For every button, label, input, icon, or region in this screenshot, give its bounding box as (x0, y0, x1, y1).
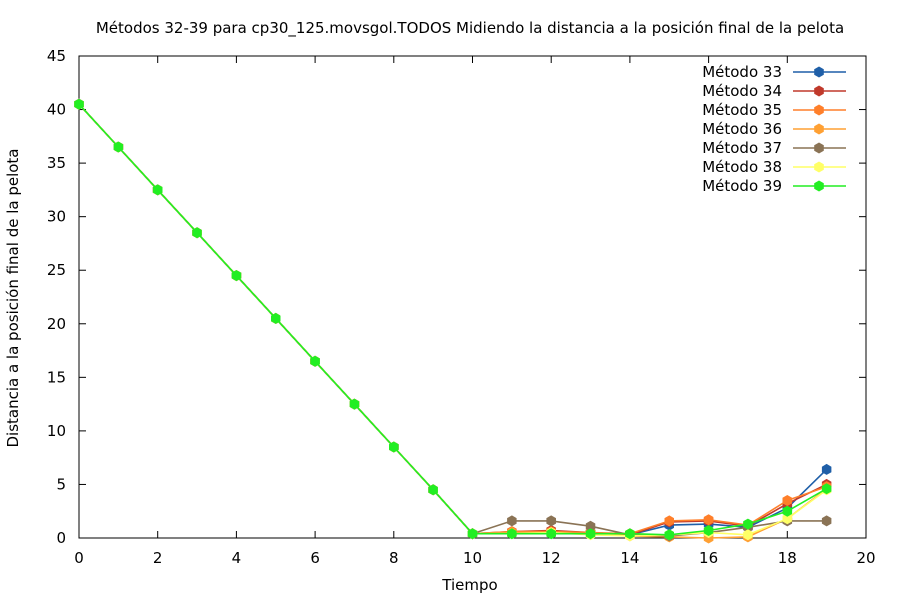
data-point (821, 463, 832, 475)
legend-label: Método 38 (702, 158, 782, 176)
y-tick-label: 40 (47, 101, 66, 119)
x-tick-label: 10 (463, 549, 482, 567)
x-tick-label: 12 (542, 549, 561, 567)
data-point (625, 528, 635, 540)
x-tick-label: 6 (310, 549, 320, 567)
data-point (703, 525, 714, 536)
series-m-todo-39 (74, 98, 832, 541)
data-point (507, 528, 517, 540)
data-point (192, 227, 202, 239)
x-tick-label: 2 (153, 549, 163, 567)
legend-label: Método 36 (702, 120, 782, 138)
data-point (546, 528, 556, 540)
y-tick-label: 15 (47, 368, 66, 386)
data-point (231, 270, 242, 282)
data-point (349, 398, 360, 410)
data-point (389, 441, 399, 453)
legend-label: Método 33 (702, 63, 782, 81)
data-point (585, 528, 596, 540)
y-axis-label: Distancia a la posición final de la pelo… (4, 148, 22, 447)
legend-label: Método 37 (702, 139, 782, 157)
legend-label: Método 39 (702, 177, 782, 195)
legend-marker (814, 180, 824, 192)
legend-marker (814, 142, 824, 154)
x-tick-label: 4 (232, 549, 242, 567)
x-tick-label: 20 (856, 549, 875, 567)
legend-marker (814, 66, 824, 78)
data-point (310, 355, 320, 367)
data-point (546, 515, 556, 527)
data-point (782, 505, 793, 517)
data-point (271, 312, 281, 324)
y-tick-label: 30 (47, 208, 66, 226)
y-tick-label: 5 (56, 475, 66, 493)
x-tick-label: 16 (699, 549, 718, 567)
data-point (703, 514, 714, 526)
data-point (782, 513, 793, 525)
data-point (664, 529, 674, 541)
x-axis-label: Tiempo (441, 576, 497, 594)
x-tick-label: 0 (74, 549, 84, 567)
data-point (428, 484, 438, 496)
data-point (743, 529, 753, 541)
data-point (74, 98, 84, 110)
data-point (821, 515, 832, 527)
data-point (467, 528, 478, 540)
data-point (664, 515, 674, 527)
legend-marker (814, 161, 824, 173)
data-point (743, 518, 753, 530)
y-tick-label: 10 (47, 422, 66, 440)
legend-marker (814, 123, 824, 135)
chart-title: Métodos 32-39 para cp30_125.movsgol.TODO… (96, 19, 844, 38)
y-tick-label: 0 (56, 529, 66, 547)
data-point (585, 520, 596, 532)
data-point (507, 515, 517, 527)
data-point (152, 184, 163, 196)
series-layer (74, 98, 832, 544)
data-point (821, 483, 832, 495)
data-point (782, 495, 793, 506)
legend-marker (814, 85, 824, 97)
x-tick-label: 8 (389, 549, 399, 567)
legend-label: Método 35 (702, 101, 782, 119)
data-point (113, 141, 124, 153)
y-tick-label: 25 (47, 261, 66, 279)
y-tick-label: 20 (47, 315, 66, 333)
x-tick-label: 18 (778, 549, 797, 567)
legend-label: Método 34 (702, 82, 782, 100)
series-line (78, 103, 827, 536)
x-tick-label: 14 (620, 549, 639, 567)
y-tick-label: 35 (47, 154, 66, 172)
legend-marker (814, 104, 824, 116)
y-tick-label: 45 (47, 47, 66, 65)
